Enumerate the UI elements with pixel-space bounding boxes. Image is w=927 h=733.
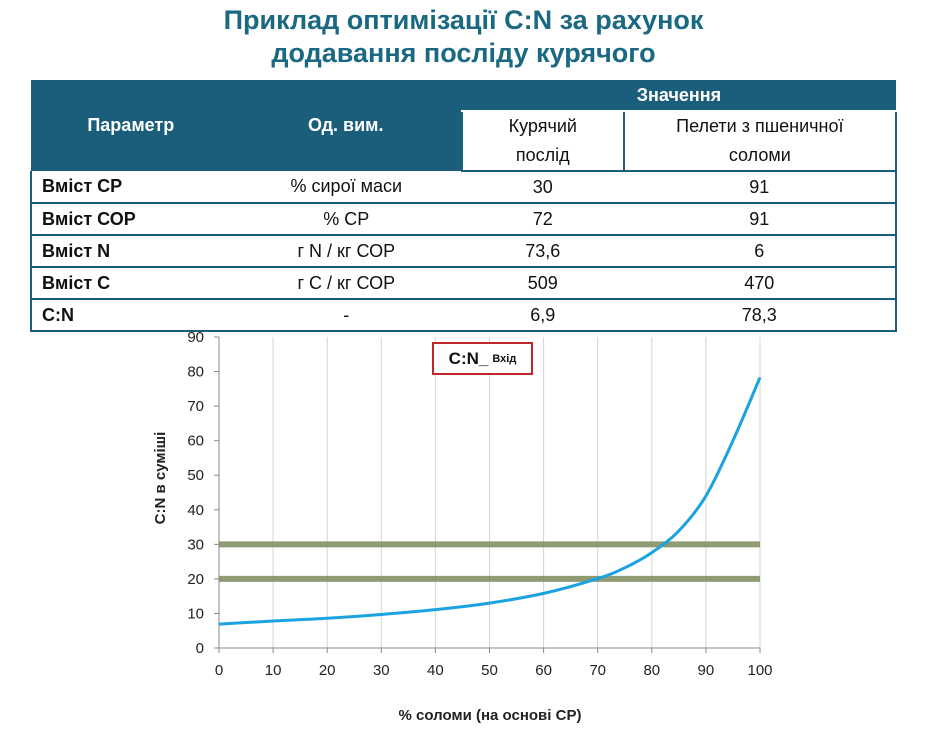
- row-unit: г N / кг СОР: [230, 235, 462, 268]
- table-row: Вміст СР % сирої маси 30 91: [30, 171, 898, 204]
- row-value-straw: 78,3: [623, 299, 898, 332]
- header-col1-line2: послід: [515, 145, 570, 165]
- row-value-manure: 72: [461, 203, 624, 236]
- x-tick-label: 80: [643, 662, 660, 679]
- x-tick-label: 50: [481, 662, 498, 679]
- y-tick-label: 0: [196, 640, 204, 657]
- header-col1-line1: Курячий: [508, 116, 577, 136]
- y-tick-label: 40: [187, 502, 204, 519]
- page-title: Приклад оптимізації C:N за рахунок додав…: [0, 4, 927, 70]
- header-chicken-manure: Курячий послід: [460, 111, 624, 172]
- series-lines: [218, 376, 762, 626]
- table-row: C:N - 6,9 78,3: [30, 299, 898, 332]
- x-tick-label: 10: [265, 662, 282, 679]
- row-value-straw: 91: [623, 203, 898, 236]
- row-value-straw: 6: [623, 235, 898, 268]
- axes: [214, 336, 761, 653]
- y-tick-label: 80: [187, 364, 204, 381]
- header-straw-pellets: Пелети з пшеничної соломи: [622, 111, 898, 172]
- title-line-1: Приклад оптимізації C:N за рахунок: [223, 5, 704, 35]
- x-tick-label: 40: [427, 662, 444, 679]
- row-unit: -: [230, 299, 462, 332]
- x-tick-label: 0: [215, 662, 223, 679]
- legend-sublabel: Вхід: [492, 352, 517, 365]
- series-line: [218, 376, 762, 626]
- table-row: Вміст СОР % СР 72 91: [30, 203, 898, 236]
- header-col2-line1: Пелети з пшеничної: [676, 116, 844, 136]
- x-tick-label: 90: [698, 662, 715, 679]
- reference-lines: [219, 541, 760, 582]
- y-tick-label: 60: [187, 433, 204, 450]
- x-tick-label: 70: [589, 662, 606, 679]
- row-value-straw: 470: [623, 267, 898, 300]
- cn-mixture-chart: 0 10 20 30 40 50 60 70 80 90 100 0 10 20 30 40 50 60 70 80 9…: [152, 329, 773, 724]
- parameters-table: Параметр Од. вим. Значення Курячий послі…: [30, 80, 898, 332]
- header-unit: Од. вим.: [230, 80, 462, 171]
- tick-labels: 0 10 20 30 40 50 60 70 80 90 100 0 10 20 30 40 50 60 70 80 9…: [187, 329, 772, 679]
- x-tick-label: 20: [319, 662, 336, 679]
- title-line-2: додавання послiду курячого: [271, 38, 656, 68]
- y-tick-label: 50: [187, 467, 204, 484]
- header-values: Значення: [461, 80, 896, 112]
- row-parameter: Вміст С: [30, 267, 231, 300]
- table-row: Вміст С г С / кг СОР 509 470: [30, 267, 898, 300]
- row-parameter: Вміст СОР: [30, 203, 231, 236]
- row-parameter: C:N: [30, 299, 231, 332]
- row-value-manure: 73,6: [461, 235, 624, 268]
- row-parameter: Вміст N: [30, 235, 231, 268]
- row-parameter: Вміст СР: [30, 171, 231, 204]
- x-tick-label: 30: [373, 662, 390, 679]
- y-axis-label: C:N в суміші: [152, 432, 169, 525]
- row-unit: % СР: [230, 203, 462, 236]
- header-col2-line2: соломи: [728, 145, 791, 165]
- row-value-manure: 509: [461, 267, 624, 300]
- table-row: Вміст N г N / кг СОР 73,6 6: [30, 235, 898, 268]
- legend-label: C:N_: [448, 348, 489, 368]
- y-tick-label: 10: [187, 605, 204, 622]
- row-value-manure: 30: [461, 171, 624, 204]
- x-tick-label: 60: [535, 662, 552, 679]
- row-value-manure: 6,9: [461, 299, 624, 332]
- row-unit: г С / кг СОР: [230, 267, 462, 300]
- y-tick-label: 70: [187, 398, 204, 415]
- x-tick-label: 100: [747, 662, 772, 679]
- y-tick-label: 20: [187, 571, 204, 588]
- header-parameter: Параметр: [31, 80, 231, 171]
- legend-box: C:N_ Вхід: [432, 342, 533, 375]
- row-unit: % сирої маси: [230, 171, 462, 204]
- grid-lines: [272, 337, 761, 648]
- x-axis-label: % соломи (на основі СР): [399, 707, 582, 724]
- y-tick-label: 30: [187, 536, 204, 553]
- row-value-straw: 91: [623, 171, 898, 204]
- y-tick-label: 90: [187, 329, 204, 346]
